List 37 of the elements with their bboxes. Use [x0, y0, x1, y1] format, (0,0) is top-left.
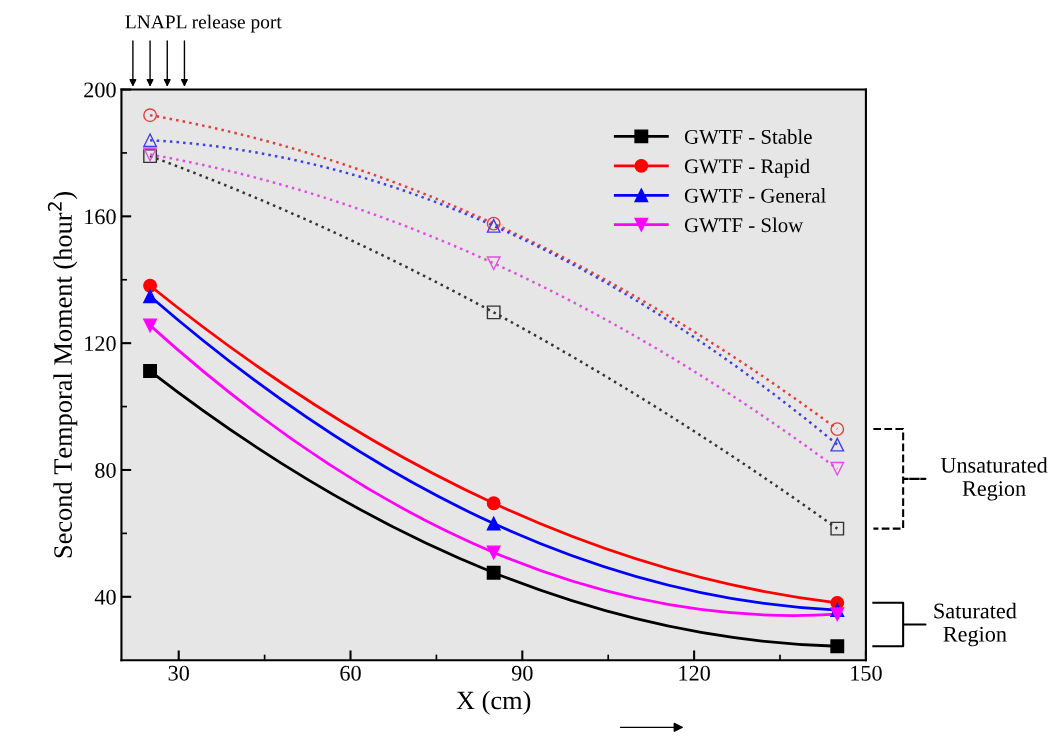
- legend-label: GWTF - Slow: [684, 217, 804, 233]
- x-tick-label: 30: [168, 665, 189, 681]
- legend-label: GWTF - Rapid: [684, 158, 810, 178]
- legend-label: GWTF - Stable: [684, 129, 812, 144]
- point: [486, 545, 501, 560]
- point: [486, 565, 501, 580]
- text: LNAPL release port: [125, 14, 282, 33]
- x-tick-label: 120: [679, 665, 710, 681]
- y-tick-label: 40: [94, 589, 116, 605]
- point: [830, 437, 845, 452]
- point: [830, 521, 845, 536]
- x-tick-label: 90: [511, 665, 533, 681]
- point: [830, 639, 845, 654]
- point: [486, 516, 501, 531]
- y-axis-title: Second Temporal Moment (hour$^{2}$): [47, 192, 78, 558]
- point: [830, 607, 845, 622]
- point: [830, 422, 845, 437]
- text: Saturated Region: [934, 602, 1017, 647]
- text: Unsaturated Region: [940, 457, 1048, 501]
- point: [486, 496, 501, 511]
- x-tick-label: 150: [851, 665, 882, 681]
- x-axis-title: X (cm): [456, 690, 531, 715]
- point: [143, 364, 158, 379]
- y-tick-label: 200: [84, 82, 116, 98]
- legend-label: GWTF - General: [684, 188, 826, 203]
- point: [143, 278, 158, 293]
- y-tick-label: 120: [85, 336, 116, 352]
- point: [143, 133, 158, 148]
- y-tick-label: 80: [95, 462, 116, 478]
- x-tick-label: 60: [340, 665, 361, 681]
- y-tick-label: 160: [85, 209, 116, 225]
- point: [143, 318, 158, 333]
- point: [143, 289, 158, 304]
- point: [830, 461, 845, 476]
- point: [143, 108, 158, 123]
- point: [486, 305, 501, 320]
- point: [486, 256, 501, 271]
